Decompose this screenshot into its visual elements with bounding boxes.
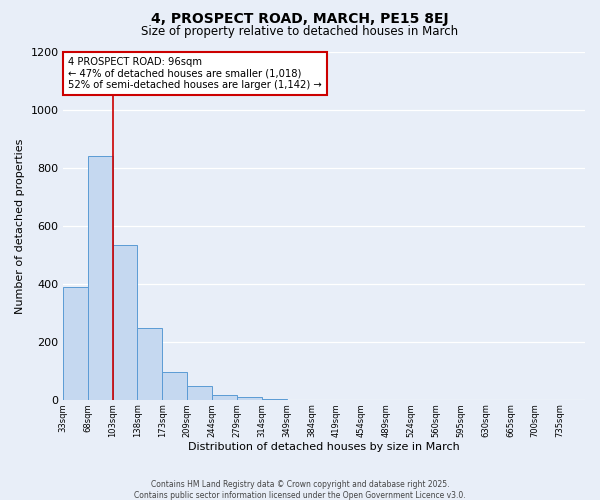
Bar — [237, 397, 262, 400]
Bar — [88, 156, 113, 400]
X-axis label: Distribution of detached houses by size in March: Distribution of detached houses by size … — [188, 442, 460, 452]
Text: Contains public sector information licensed under the Open Government Licence v3: Contains public sector information licen… — [134, 491, 466, 500]
Bar — [212, 395, 237, 400]
Bar — [137, 328, 163, 400]
Bar — [262, 399, 287, 400]
Text: 4 PROSPECT ROAD: 96sqm
← 47% of detached houses are smaller (1,018)
52% of semi-: 4 PROSPECT ROAD: 96sqm ← 47% of detached… — [68, 56, 322, 90]
Text: Contains HM Land Registry data © Crown copyright and database right 2025.: Contains HM Land Registry data © Crown c… — [151, 480, 449, 489]
Bar — [187, 386, 212, 400]
Bar — [63, 287, 88, 401]
Y-axis label: Number of detached properties: Number of detached properties — [15, 138, 25, 314]
Bar — [113, 245, 137, 400]
Text: Size of property relative to detached houses in March: Size of property relative to detached ho… — [142, 25, 458, 38]
Bar — [163, 372, 187, 400]
Text: 4, PROSPECT ROAD, MARCH, PE15 8EJ: 4, PROSPECT ROAD, MARCH, PE15 8EJ — [151, 12, 449, 26]
